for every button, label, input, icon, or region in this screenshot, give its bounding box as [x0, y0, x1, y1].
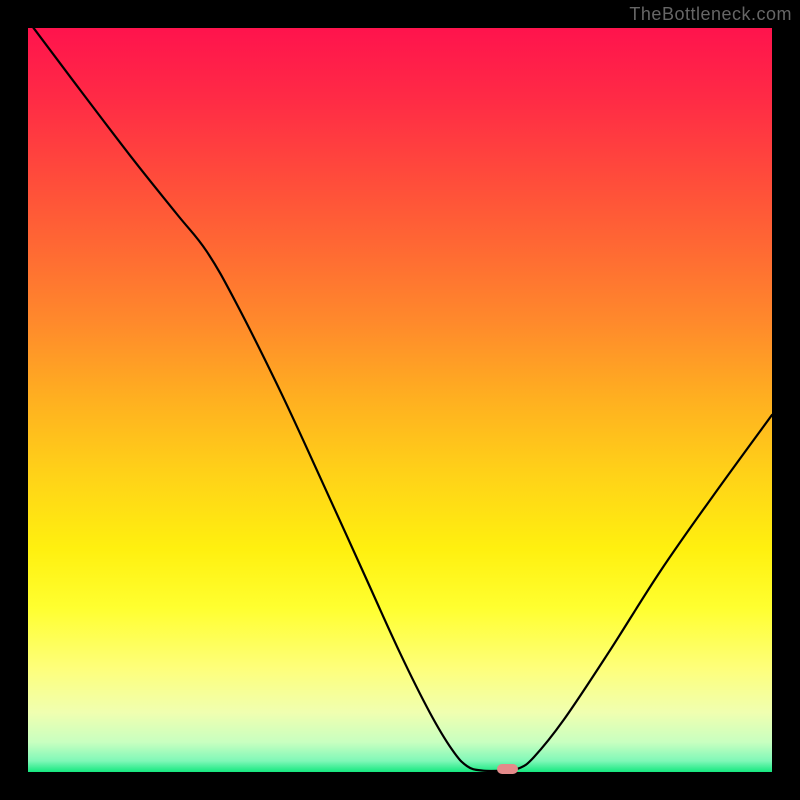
plot-area	[28, 28, 772, 772]
watermark-text: TheBottleneck.com	[629, 4, 792, 25]
gradient-background	[28, 28, 772, 772]
plot-svg	[28, 28, 772, 772]
optimum-marker	[497, 764, 518, 774]
